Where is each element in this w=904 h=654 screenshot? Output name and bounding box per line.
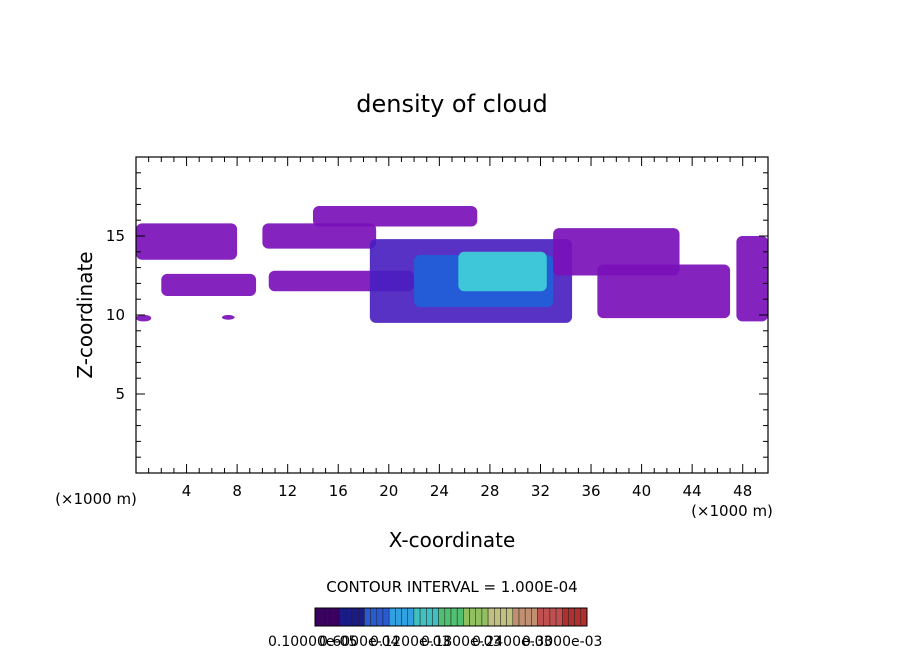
colorbar-first-label: 0.10000e-05	[268, 634, 357, 650]
colorbar	[314, 607, 588, 627]
colorbar-segment-35	[531, 607, 538, 627]
cloud-region-11	[136, 315, 152, 322]
colorbar-segment-32	[512, 607, 520, 627]
x-tick-label-44: 44	[683, 482, 702, 500]
colorbar-segment-24	[463, 607, 470, 627]
x-tick-label-4: 4	[182, 482, 192, 500]
colorbar-segment-11	[382, 607, 390, 627]
cloud-region-7	[458, 251, 547, 292]
y-axis-label: Z-coordinate	[73, 251, 97, 378]
colorbar-segment-27	[481, 607, 489, 627]
colorbar-segment-20	[438, 607, 446, 627]
colorbar-segment-40	[562, 607, 569, 627]
colorbar-segment-29	[494, 607, 501, 627]
colorbar-segment-4	[339, 607, 347, 627]
x-tick-label-20: 20	[379, 482, 398, 500]
colorbar-segment-1	[320, 607, 328, 627]
colorbar-segment-31	[506, 607, 514, 627]
x-unit-left: (×1000 m)	[55, 490, 137, 508]
colorbar-segment-2	[327, 607, 334, 627]
x-tick-label-28: 28	[480, 482, 499, 500]
colorbar-segment-41	[568, 607, 575, 627]
colorbar-segment-21	[444, 607, 452, 627]
colorbar-segment-17	[419, 607, 427, 627]
colorbar-segment-14	[401, 607, 408, 627]
colorbar-label-1: 0.1200e-03	[370, 634, 450, 650]
cloud-region-8	[553, 228, 680, 276]
colorbar-segment-28	[487, 607, 495, 627]
colorbar-segment-5	[345, 607, 353, 627]
colorbar-segment-9	[370, 607, 378, 627]
colorbar-segment-25	[469, 607, 476, 627]
chart-title: density of cloud	[356, 90, 547, 118]
colorbar-labels: 0.6000e-040.1200e-030.1800e-030.2400e-03…	[319, 634, 602, 650]
colorbar-segment-7	[358, 607, 365, 627]
cloud-region-10	[736, 236, 768, 322]
cloud-region-1	[161, 273, 257, 297]
x-tick-label-40: 40	[632, 482, 651, 500]
colorbar-segment-43	[580, 607, 588, 627]
cloud-region-12	[221, 315, 235, 320]
colorbar-segment-15	[407, 607, 415, 627]
colorbar-label-3: 0.2400e-03	[472, 634, 552, 650]
x-tick-label-24: 24	[430, 482, 449, 500]
x-tick-label-16: 16	[329, 482, 348, 500]
colorbar-segment-10	[376, 607, 384, 627]
colorbar-segment-19	[432, 607, 439, 627]
colorbar-segment-3	[333, 607, 340, 627]
colorbar-segment-38	[549, 607, 557, 627]
colorbar-label-2: 0.1800e-03	[421, 634, 501, 650]
colorbar-segment-16	[413, 607, 421, 627]
colorbar-segment-36	[537, 607, 544, 627]
colorbar-segment-12	[388, 607, 396, 627]
colorbar-segment-18	[426, 607, 433, 627]
colorbar-segment-0	[314, 607, 322, 627]
colorbar-segment-30	[500, 607, 507, 627]
colorbar-segment-26	[475, 607, 483, 627]
colorbar-segment-42	[574, 607, 582, 627]
y-tick-label-10: 10	[106, 306, 125, 324]
colorbar-label-0: 0.6000e-04	[319, 634, 400, 650]
colorbar-segment-23	[456, 607, 464, 627]
contour-interval-text: CONTOUR INTERVAL = 1.000E-04	[326, 578, 577, 596]
colorbar-segment-6	[351, 607, 359, 627]
cloud-region-0	[136, 223, 238, 260]
colorbar-segment-37	[543, 607, 551, 627]
colorbar-segment-39	[555, 607, 563, 627]
cloud-field	[136, 205, 768, 323]
colorbar-segment-34	[524, 607, 532, 627]
y-tick-label-15: 15	[106, 227, 125, 245]
colorbar-frame	[314, 607, 588, 627]
x-axis-label: X-coordinate	[389, 528, 516, 552]
x-tick-label-48: 48	[733, 482, 752, 500]
x-unit-right: (×1000 m)	[691, 502, 773, 520]
x-tick-label-32: 32	[531, 482, 550, 500]
x-tick-label-12: 12	[278, 482, 297, 500]
y-tick-label-5: 5	[115, 385, 125, 403]
colorbar-segment-33	[518, 607, 526, 627]
colorbar-segment-13	[395, 607, 402, 627]
cloud-region-9	[597, 264, 731, 319]
cloud-region-2	[262, 223, 377, 249]
cloud-region-3	[312, 205, 478, 227]
colorbar-label-4: 0.3000e-03	[522, 634, 602, 650]
x-tick-label-8: 8	[232, 482, 242, 500]
colorbar-segment-8	[364, 607, 371, 627]
x-tick-label-36: 36	[581, 482, 600, 500]
colorbar-segment-22	[450, 607, 458, 627]
